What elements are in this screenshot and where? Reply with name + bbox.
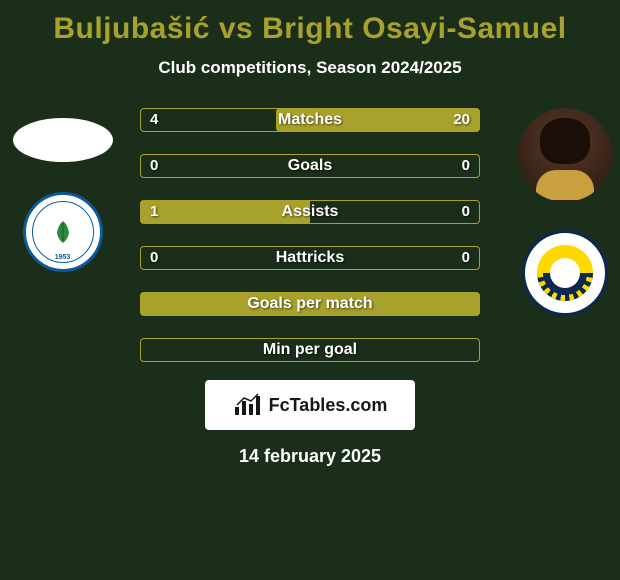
- player1-photo: [13, 118, 113, 162]
- comparison-content: 1953 Matches420Goals00Assists10Hattricks…: [0, 108, 620, 362]
- stat-value-left: 1: [150, 200, 158, 224]
- stat-row: Assists1 0: [140, 200, 480, 224]
- stat-value-right: 0: [462, 154, 470, 178]
- stat-label: Hattricks: [140, 246, 480, 270]
- stat-value-right: 0: [462, 246, 470, 270]
- stat-bars: Matches420Goals00Assists10Hattricks00Goa…: [140, 108, 480, 362]
- stat-label: Assists: [140, 200, 480, 224]
- branding-badge[interactable]: FcTables.com: [205, 380, 415, 430]
- stat-value-right: 0: [462, 200, 470, 224]
- player2-photo: [518, 108, 612, 202]
- stat-row: Hattricks0 0: [140, 246, 480, 270]
- stat-row: Goals per match: [140, 292, 480, 316]
- stat-value-left: 4: [150, 108, 158, 132]
- player1-club-logo: 1953: [23, 192, 103, 272]
- stat-row: Goals0 0: [140, 154, 480, 178]
- date-label: 14 february 2025: [0, 446, 620, 467]
- stat-value-left: 0: [150, 246, 158, 270]
- tea-leaf-icon: [48, 217, 78, 247]
- player1-column: 1953: [10, 108, 115, 272]
- stat-value-left: 0: [150, 154, 158, 178]
- stat-label: Goals per match: [140, 292, 480, 316]
- chart-icon: [233, 393, 263, 417]
- stat-label: Min per goal: [140, 338, 480, 362]
- player2-column: [510, 108, 620, 316]
- stat-label: Goals: [140, 154, 480, 178]
- stat-value-right: 20: [453, 108, 470, 132]
- club1-year: 1953: [55, 254, 71, 261]
- page-title: Buljubašić vs Bright Osayi-Samuel: [0, 0, 620, 46]
- subtitle: Club competitions, Season 2024/2025: [0, 58, 620, 78]
- stat-row: Matches4 20: [140, 108, 480, 132]
- stat-label: Matches: [140, 108, 480, 132]
- player2-club-logo: [522, 230, 608, 316]
- branding-text: FcTables.com: [269, 395, 388, 416]
- stat-row: Min per goal: [140, 338, 480, 362]
